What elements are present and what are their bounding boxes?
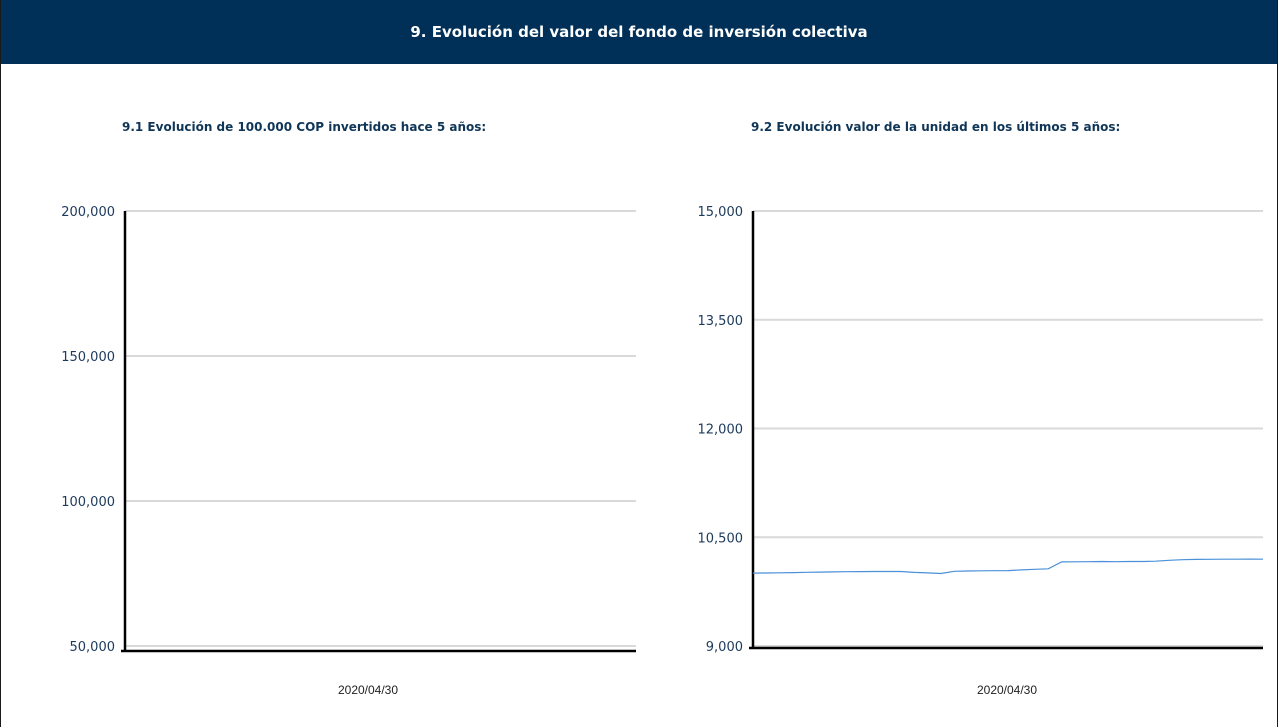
chart-2-y-tick-label: 12,000	[698, 423, 744, 438]
chart-1-y-tick-label: 200,000	[61, 205, 115, 220]
chart-1-y-tick-label: 150,000	[61, 350, 115, 365]
chart-1-y-tick-label: 100,000	[61, 495, 115, 510]
chart-2-y-tick-label: 9,000	[706, 640, 743, 655]
chart-2-y-tick-label: 10,500	[698, 531, 744, 546]
chart-1-x-tick-label: 2020/04/30	[338, 683, 398, 697]
chart-2-y-tick-label: 15,000	[698, 205, 744, 220]
chart-1-y-tick-label: 50,000	[70, 640, 116, 655]
chart-2-y-tick-label: 13,500	[698, 314, 744, 329]
chart-1-title: 9.1 Evolución de 100.000 COP invertidos …	[122, 120, 487, 134]
chart-2-series-line	[752, 558, 1264, 575]
chart-2-title: 9.2 Evolución valor de la unidad en los …	[751, 120, 1121, 134]
chart-2-x-tick-label: 2020/04/30	[977, 683, 1037, 697]
section-header: 9. Evolución del valor del fondo de inve…	[1, 0, 1277, 64]
